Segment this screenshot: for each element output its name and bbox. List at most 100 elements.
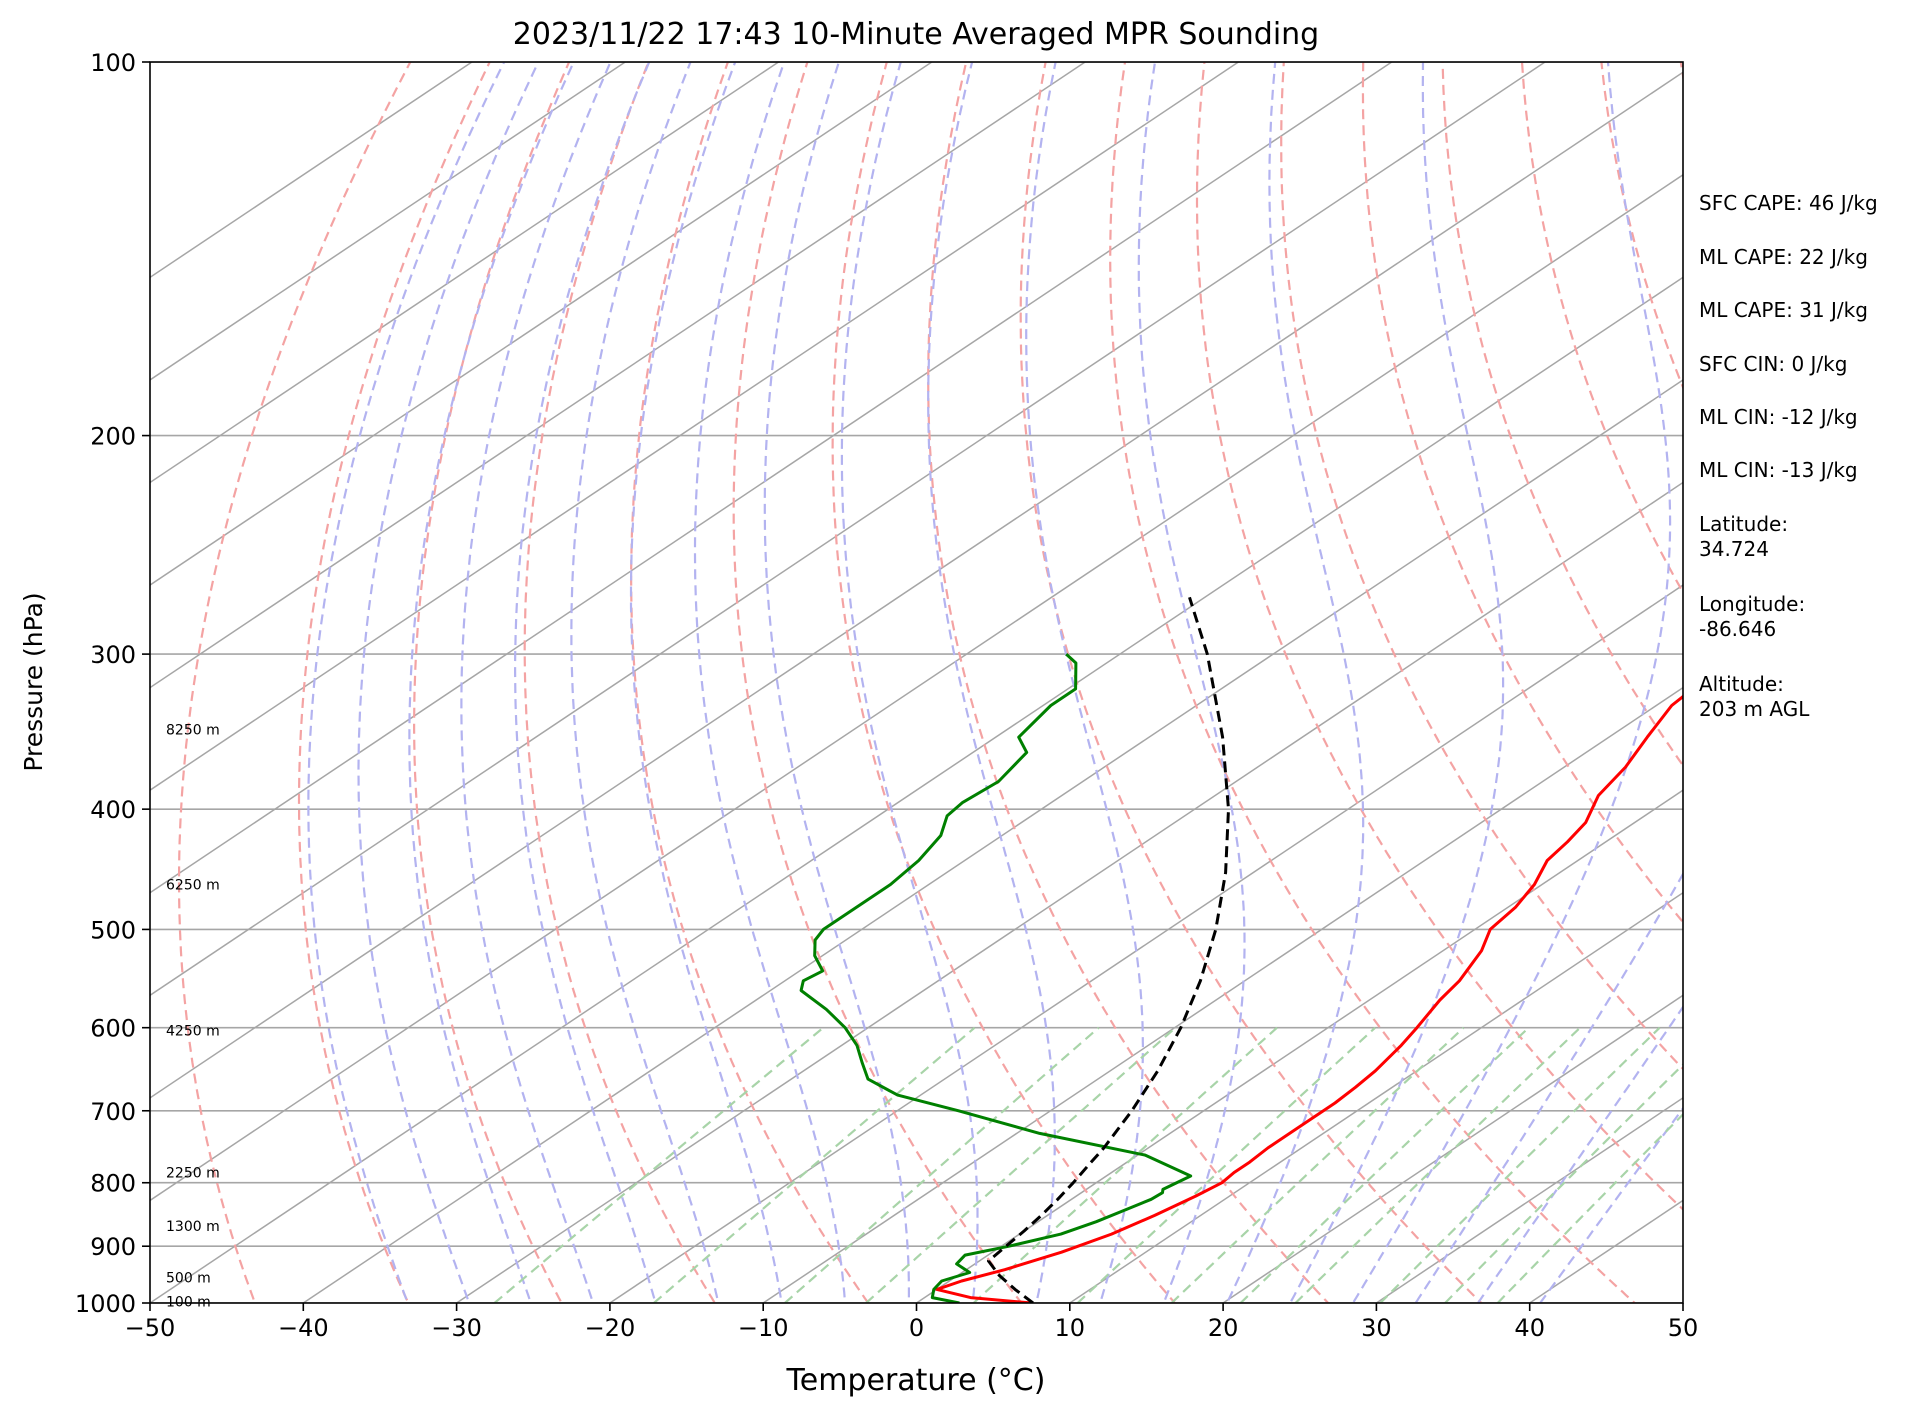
isotherm-line: [150, 62, 1240, 792]
isotherm-line: [1068, 891, 1683, 1303]
isotherm-line: [915, 789, 1683, 1303]
moist-adiabat-line: [570, 62, 720, 1303]
isotherm-line: [1221, 994, 1683, 1303]
dry-adiabat-line: [413, 62, 571, 1303]
mixing-ratio-line: [1170, 1026, 1465, 1303]
isotherm-line: [150, 276, 1683, 1303]
mixing-ratio-line: [865, 1026, 1177, 1303]
y-tick-label: 300: [90, 641, 136, 669]
y-tick-label: 100: [90, 49, 136, 77]
isotherm-line: [1797, 34, 1907, 1329]
dry-adiabat-line: [297, 62, 491, 1303]
x-tick-label: 40: [1514, 1314, 1545, 1342]
y-tick-label: 700: [90, 1098, 136, 1126]
mixing-ratio-line: [1379, 1026, 1661, 1303]
mixing-ratio-line: [1076, 1026, 1376, 1303]
moist-adiabat-line: [1414, 871, 1683, 1303]
axes: −50 −40 −30 −20 −10 0 10 20 30 40 50 1000 900 800 700 6…: [75, 49, 1698, 1342]
y-tick-label: 1000: [75, 1290, 136, 1318]
moist-adiabat-line: [840, 62, 979, 1303]
isotherm-line: [150, 71, 1683, 1099]
background-lines: [150, 34, 1907, 1329]
dry-adiabat-line: [523, 62, 717, 1303]
x-tick-label: −20: [585, 1314, 636, 1342]
x-tick-label: 30: [1361, 1314, 1392, 1342]
x-tick-label: −10: [738, 1314, 789, 1342]
ml-cape-text: ML CAPE: 22 J/kg: [1699, 245, 1868, 269]
mixing-ratio-line: [653, 1026, 976, 1303]
isotherm-line: [150, 62, 934, 586]
longitude-value: -86.646: [1699, 617, 1777, 641]
y-tick-label: 800: [90, 1170, 136, 1198]
x-tick-label: 10: [1055, 1314, 1086, 1342]
altitude-label: Altitude:: [1699, 672, 1784, 696]
mixing-ratio-line: [1496, 1112, 1683, 1303]
moist-adiabat-line: [1225, 62, 1365, 1303]
isotherm-line: [150, 62, 627, 381]
mixing-ratio-line: [493, 1026, 824, 1303]
altitude-value: 203 m AGL: [1699, 697, 1810, 721]
moist-adiabat-line: [927, 62, 1056, 1303]
x-tick-label: −50: [125, 1314, 176, 1342]
dry-adiabat-line: [1441, 62, 1683, 768]
dry-adiabat-line: [831, 62, 1177, 1303]
dry-adiabat-line: [927, 62, 1330, 1303]
y-tick-label: 900: [90, 1233, 136, 1261]
chart-title: 2023/11/22 17:43 10-Minute Averaged MPR …: [513, 17, 1319, 52]
dry-adiabat-line: [732, 62, 1023, 1303]
moist-adiabat-line: [693, 62, 847, 1303]
height-label: 6250 m: [166, 877, 220, 893]
moist-adiabat-line: [1137, 62, 1246, 1303]
x-tick-label: 20: [1208, 1314, 1239, 1342]
isotherm-line: [301, 379, 1683, 1303]
latitude-label: Latitude:: [1699, 512, 1789, 536]
y-axis-label: Pressure (hPa): [19, 592, 48, 771]
ml-cin-text: ML CIN: -12 J/kg: [1699, 405, 1858, 429]
y-tick-label: 400: [90, 796, 136, 824]
dry-adiabat-line: [629, 62, 870, 1303]
x-tick-label: −40: [278, 1314, 329, 1342]
moist-adiabat-line: [514, 62, 657, 1303]
moist-adiabat-line: [460, 62, 612, 1303]
dry-adiabat-line: [1834, 34, 1907, 1329]
moist-adiabat-line: [763, 62, 910, 1303]
dry-adiabat-line: [177, 62, 412, 1303]
height-label: 4250 m: [166, 1023, 220, 1039]
isotherm-line: [150, 62, 1394, 894]
y-tick-label: 200: [90, 423, 136, 451]
sfc-cape-text: SFC CAPE: 46 J/kg: [1699, 191, 1878, 215]
height-label: 1300 m: [166, 1219, 220, 1235]
dry-adiabat-line: [1109, 62, 1637, 1303]
temperature-profile-line: [935, 694, 1683, 1303]
mixing-ratio-line: [1444, 1063, 1683, 1303]
moist-adiabat-line: [1025, 62, 1144, 1303]
x-axis-label: Temperature (°C): [786, 1363, 1046, 1398]
moist-adiabat-line: [307, 62, 506, 1303]
ml-cape-text-2: ML CAPE: 31 J/kg: [1699, 298, 1868, 322]
series-lines: [799, 596, 1683, 1303]
sfc-cin-text: SFC CIN: 0 J/kg: [1699, 352, 1848, 376]
isotherm-line: [761, 686, 1683, 1303]
dry-adiabat-line: [1361, 62, 1683, 924]
plot-frame: [149, 61, 1684, 1304]
y-tick-label: 600: [90, 1015, 136, 1043]
mixing-ratio-line: [972, 1026, 1278, 1303]
isotherm-line: [150, 62, 1087, 689]
mixing-ratio-line: [1294, 1026, 1581, 1303]
y-tick-label: 500: [90, 916, 136, 944]
dewpoint-profile-line: [799, 652, 1193, 1303]
mixing-ratio-line: [1239, 1026, 1530, 1303]
latitude-value: 34.724: [1699, 537, 1769, 561]
x-tick-label: −30: [431, 1314, 482, 1342]
isotherm-line: [608, 584, 1683, 1303]
dry-adiabat-line: [1195, 62, 1683, 1211]
isotherm-line: [150, 62, 1547, 997]
parcel-profile-line: [987, 596, 1230, 1303]
mixing-ratio-line: [784, 1026, 1100, 1303]
dry-adiabat-line: [1019, 62, 1483, 1303]
moist-adiabat-line: [629, 62, 783, 1303]
moist-adiabat-line: [1288, 62, 1505, 1303]
isotherm-line: [150, 62, 474, 279]
